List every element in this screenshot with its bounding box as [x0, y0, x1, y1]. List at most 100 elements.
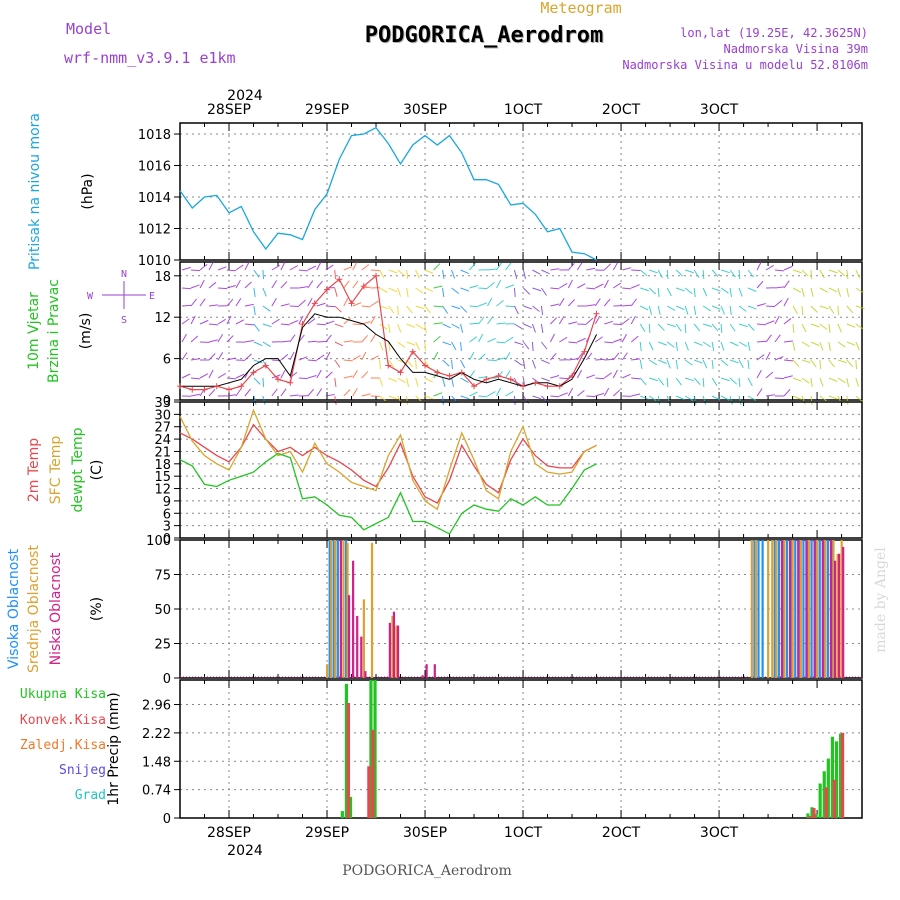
wind-arrow	[747, 377, 753, 387]
wind-arrow	[271, 280, 278, 289]
wind-arrow	[424, 269, 434, 274]
wind-arrow	[676, 287, 685, 292]
wind-arrow	[531, 323, 536, 333]
wind-arrow	[819, 323, 828, 330]
wind-arrow	[568, 358, 578, 361]
wind-arrow	[451, 287, 460, 294]
cloud-bar	[370, 542, 374, 678]
wind-arrow	[487, 338, 496, 343]
wind-arrow	[631, 377, 641, 380]
wind-arrow	[657, 323, 665, 331]
cloud-bar	[777, 540, 781, 678]
wind-arrow	[531, 359, 536, 369]
wind-arrow	[846, 305, 854, 314]
cloud-bar	[753, 540, 756, 678]
wind-arrow	[675, 323, 682, 332]
cloud-bar	[833, 560, 837, 678]
wind-arrow	[496, 322, 506, 325]
wind-arrow	[657, 395, 661, 405]
wind-arrow	[334, 269, 336, 280]
cloud-bar	[395, 625, 398, 678]
wind-arrow	[513, 395, 516, 406]
date-label-top: 28SEP	[207, 102, 251, 118]
wind-arrow	[361, 351, 367, 361]
wind-arrow	[801, 305, 804, 316]
wind-arrow	[352, 302, 362, 307]
cloud-bar	[785, 540, 789, 678]
wind-arrow	[469, 336, 478, 343]
wind-arrow	[837, 287, 842, 297]
wind-arrow	[550, 352, 557, 361]
wind-arrow	[540, 323, 544, 333]
precip-bar	[340, 811, 344, 818]
wind-arrow	[684, 323, 687, 334]
wind-arrow	[388, 359, 395, 368]
wind-arrow	[819, 305, 829, 310]
precip-legend-item: Konvek.Kisa	[20, 713, 106, 728]
wind-arrow	[370, 300, 379, 307]
y-tick-label: 2.22	[142, 727, 171, 742]
y-tick-label: 18	[154, 458, 171, 473]
wind-arrow	[235, 298, 242, 307]
wind-arrow	[819, 377, 824, 387]
wind-arrow	[433, 335, 441, 343]
wind-arrow	[307, 340, 317, 343]
wind-arrow	[576, 262, 583, 271]
wind-arrow	[181, 373, 191, 379]
wind-arrow	[505, 305, 515, 308]
wind-arrow	[648, 323, 651, 334]
wind-arrow	[496, 341, 506, 344]
wind-arrow	[783, 280, 790, 289]
y-tick-label: 1012	[138, 223, 171, 238]
wind-arrow	[415, 359, 417, 370]
y-tick-label: 0	[163, 672, 171, 687]
wind-arrow	[747, 341, 751, 351]
wind-arrow	[666, 359, 671, 369]
wind-arrow	[550, 395, 560, 398]
wind-arrow	[541, 359, 550, 364]
cloud-bar	[810, 540, 813, 678]
wind-arrow	[478, 287, 488, 290]
wind-speed-line	[180, 313, 598, 387]
cloud-bar	[339, 540, 342, 678]
wind-arrow	[657, 269, 663, 279]
wind-arrow	[756, 261, 762, 271]
wind-arrow	[181, 352, 188, 361]
date-label-bottom: 3OCT	[700, 825, 739, 841]
wind-arrow	[855, 359, 858, 370]
date-label-bottom: 1OCT	[504, 825, 543, 841]
wind-arrow	[316, 369, 322, 379]
wind-arrow	[666, 377, 669, 388]
wind-arrow	[271, 265, 280, 271]
wind-arrow	[738, 395, 742, 405]
wind-arrow	[783, 375, 793, 379]
wind-arrow	[496, 262, 503, 271]
wind-arrow	[478, 353, 486, 361]
cloud-bar	[750, 540, 753, 678]
wind-arrow	[855, 305, 865, 310]
wind-arrow	[756, 303, 766, 307]
wind-arrow	[433, 305, 443, 308]
wind-arrow	[783, 389, 791, 397]
wind-arrow	[505, 284, 515, 289]
wind-arrow	[496, 357, 506, 361]
precip-bar	[830, 736, 835, 818]
y-tick-label: 50	[154, 603, 171, 618]
wind-arrow	[855, 377, 859, 387]
wind-arrow	[487, 316, 494, 325]
wind-arrow	[361, 371, 369, 379]
wind-arrow	[594, 298, 601, 307]
y-axis-label: Brzina i Pravac	[46, 279, 62, 383]
wind-arrow	[280, 261, 286, 271]
wind-arrow	[586, 304, 596, 307]
wind-arrow	[208, 388, 216, 397]
wind-arrow	[307, 318, 316, 325]
wind-arrow	[352, 388, 358, 397]
wind-arrow	[226, 357, 236, 361]
wind-arrow	[567, 279, 573, 289]
wind-arrow	[685, 269, 694, 274]
wind-arrow	[280, 353, 289, 361]
cloud-bar	[364, 671, 367, 678]
wind-arrow	[603, 387, 610, 397]
wind-arrow	[496, 371, 504, 379]
